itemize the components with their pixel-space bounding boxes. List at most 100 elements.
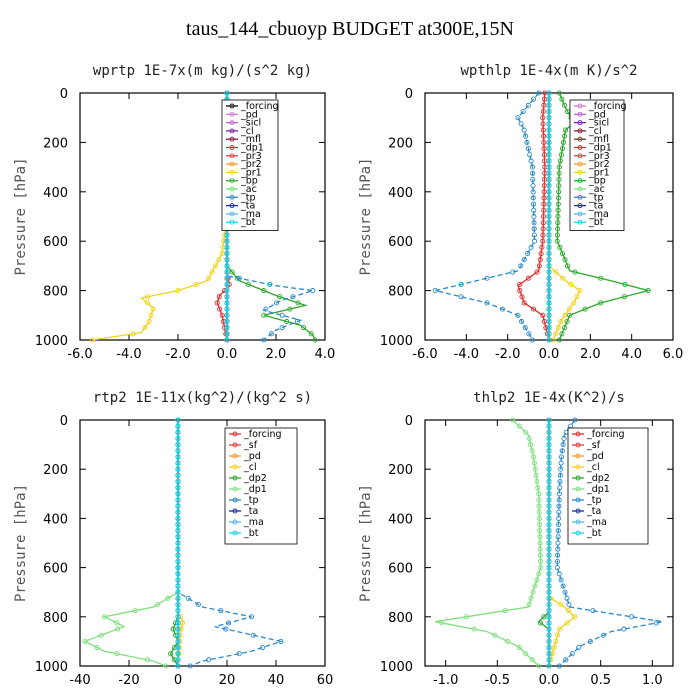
data-point [540, 312, 546, 318]
legend-label: _dp2 [586, 473, 610, 484]
x-tick-label: -20 [118, 673, 139, 688]
data-point [546, 497, 552, 503]
x-tick-label: -40 [69, 673, 90, 688]
data-point [295, 300, 301, 306]
legend-marker [575, 475, 581, 481]
data-point [532, 466, 538, 472]
data-point [546, 189, 552, 195]
data-point [510, 417, 516, 423]
data-point [546, 201, 552, 207]
data-point [175, 577, 181, 583]
data-point [492, 632, 498, 638]
y-tick-label: 1000 [35, 334, 68, 349]
data-point [558, 460, 564, 466]
data-point [534, 269, 540, 275]
legend-marker [577, 128, 583, 134]
data-point [484, 275, 490, 281]
data-point [98, 632, 104, 638]
legend-label: _dp1 [586, 484, 610, 495]
series-line-pr1 [92, 93, 228, 341]
data-point [218, 608, 224, 614]
data-point [555, 528, 561, 534]
legend-box [221, 99, 279, 231]
legend-marker [229, 169, 235, 175]
plot-frame [79, 419, 326, 667]
legend-label: _sf [243, 440, 258, 451]
data-point [175, 503, 181, 509]
panel-4: thlp2 1E-4x(K^2)/s Pressure [hPa] 0 200 400 6… [358, 390, 674, 688]
y-tick-label: 600 [43, 562, 68, 577]
legend-marker [577, 194, 583, 200]
data-point [175, 534, 181, 540]
data-point [537, 552, 543, 558]
data-point [555, 195, 562, 201]
data-point [224, 281, 230, 287]
data-point [546, 589, 552, 595]
data-point [219, 250, 225, 257]
data-point [89, 337, 95, 343]
legend-box [569, 99, 625, 231]
data-point [261, 288, 267, 294]
legend-label: _forcing [243, 429, 282, 440]
data-point [590, 608, 596, 614]
data-point [519, 318, 525, 325]
y-axis-label: Pressure [hPa] [13, 484, 29, 602]
data-point [523, 133, 529, 139]
legend-marker [577, 219, 583, 225]
data-point [540, 238, 546, 244]
data-point [216, 294, 222, 300]
data-point [163, 663, 169, 669]
legend-label: _ac [240, 184, 257, 195]
x-tick-label: -4.0 [454, 347, 479, 362]
data-point [621, 626, 627, 632]
data-point [562, 127, 569, 133]
data-point [540, 213, 547, 220]
data-point [175, 423, 181, 429]
data-point [546, 281, 552, 287]
data-point [558, 454, 564, 460]
data-point [521, 300, 527, 306]
data-point [521, 257, 527, 263]
data-point [546, 232, 552, 238]
data-point [175, 614, 181, 620]
data-point [653, 620, 659, 626]
data-point [175, 288, 181, 294]
data-point [502, 608, 508, 614]
data-point [553, 269, 559, 275]
data-point [557, 478, 563, 485]
data-point [250, 632, 256, 638]
data-point [175, 491, 181, 497]
data-point [572, 614, 578, 620]
panel-title: wpthlp 1E-4x(m K)/s^2 [460, 63, 637, 79]
data-point [546, 546, 552, 552]
data-point [516, 645, 522, 651]
series-line-dp1 [83, 420, 179, 667]
data-point [562, 589, 568, 595]
x-tick-label: 6.0 [663, 347, 684, 362]
data-point [557, 485, 563, 491]
data-point [566, 306, 572, 312]
data-point [621, 294, 627, 300]
data-point [546, 423, 552, 429]
data-point [534, 478, 540, 485]
data-point [175, 540, 181, 546]
data-point [530, 454, 537, 460]
data-point [572, 269, 578, 275]
data-point [175, 552, 181, 558]
data-point [284, 318, 290, 325]
data-point [526, 435, 532, 442]
data-point [520, 108, 526, 115]
data-point [546, 257, 552, 263]
data-point [551, 645, 557, 651]
y-tick-label: 600 [388, 562, 413, 577]
data-point [546, 491, 552, 497]
data-point [530, 170, 536, 176]
y-tick-label: 800 [388, 285, 413, 300]
data-point [554, 565, 560, 571]
data-point [546, 207, 552, 213]
data-point [150, 306, 156, 312]
series-line-dp1 [517, 92, 550, 341]
data-point [558, 577, 564, 583]
legend-label: _ac [588, 184, 605, 195]
